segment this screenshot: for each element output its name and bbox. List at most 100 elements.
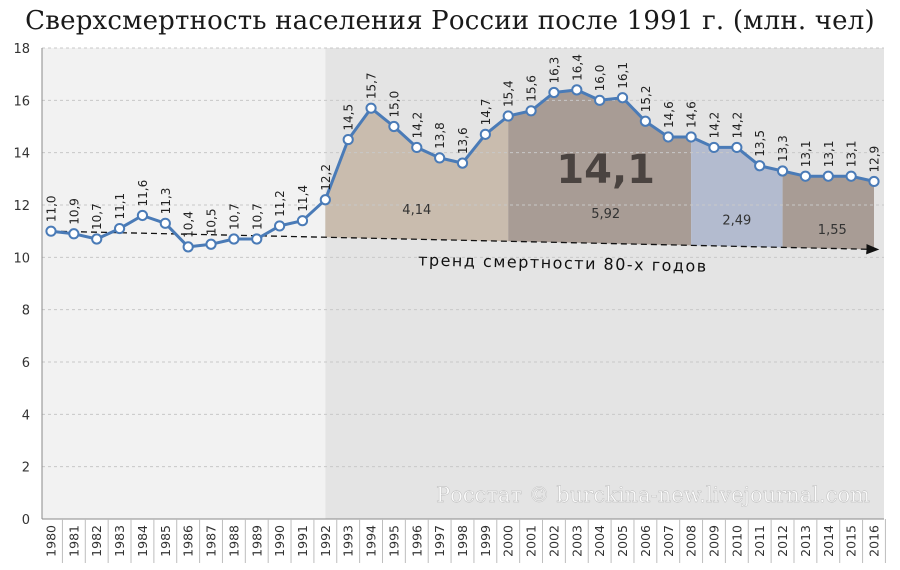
- x-tick-label: 1983: [112, 525, 127, 557]
- grid-lines: [42, 47, 884, 468]
- data-label-2012: 13,3: [776, 135, 790, 162]
- data-point-1986: [182, 241, 194, 253]
- data-label-2002: 16,3: [547, 57, 561, 84]
- data-point-2010: [731, 141, 743, 154]
- data-point-1997: [434, 152, 446, 164]
- data-label-2015: 13,1: [845, 140, 859, 167]
- x-tick-label: 1989: [249, 525, 264, 557]
- excess-area-2012-2016: [782, 171, 874, 250]
- data-label-2006: 15,2: [639, 86, 653, 113]
- x-tick-label: 2004: [592, 525, 607, 557]
- x-tick-label: 2006: [638, 525, 653, 557]
- x-tick-label: 1996: [409, 525, 424, 557]
- data-label-2000: 15,4: [502, 80, 516, 107]
- data-point-1980: [45, 225, 57, 237]
- data-label-1983: 11,1: [113, 193, 127, 220]
- x-tick-label: 1987: [204, 525, 219, 557]
- excess-areas: [325, 89, 874, 250]
- data-label-2009: 14,2: [707, 112, 721, 139]
- data-point-2013: [799, 170, 812, 182]
- data-label-1984: 11,6: [136, 180, 150, 207]
- y-tick-label: 0: [22, 513, 30, 528]
- excess-area-2000-2008: [508, 89, 692, 246]
- x-tick-label: 1998: [455, 525, 470, 557]
- data-label-1980: 11,0: [45, 195, 59, 222]
- data-point-2008: [685, 131, 697, 143]
- x-tick-label: 2010: [729, 525, 744, 557]
- area-label-1992-2000: 4,14: [402, 203, 431, 218]
- data-label-2003: 16,4: [570, 54, 584, 81]
- data-label-1998: 13,6: [456, 127, 470, 154]
- data-point-1982: [91, 233, 103, 245]
- x-tick-label: 2003: [569, 525, 584, 557]
- x-tick-label: 2012: [775, 525, 790, 557]
- x-tick-label: 2014: [821, 525, 836, 557]
- data-point-2003: [571, 84, 583, 96]
- data-point-2000: [502, 110, 514, 122]
- data-point-1994: [365, 102, 377, 114]
- x-tick-label: 1994: [364, 525, 379, 557]
- data-point-1984: [136, 209, 149, 222]
- data-label-1996: 14,2: [410, 112, 424, 139]
- data-point-2006: [639, 115, 651, 127]
- data-label-1981: 10,9: [67, 198, 81, 225]
- data-label-2001: 15,6: [525, 75, 539, 102]
- x-tick-label: 2015: [844, 525, 859, 557]
- data-point-2014: [822, 170, 834, 182]
- y-tick-label: 14: [13, 147, 30, 162]
- total-excess-label: 14,1: [556, 147, 655, 193]
- data-label-2010: 14,2: [730, 112, 744, 139]
- x-tick-label: 1984: [135, 525, 150, 557]
- data-label-1987: 10,5: [205, 209, 219, 236]
- x-tick-label: 2007: [661, 525, 676, 557]
- data-label-2011: 13,5: [753, 130, 767, 157]
- x-tick-label: 2008: [684, 525, 699, 557]
- x-tick-label: 1988: [226, 525, 241, 557]
- data-label-1988: 10,7: [227, 203, 241, 230]
- x-tick-label: 2000: [501, 525, 516, 557]
- data-point-2012: [776, 165, 789, 177]
- data-label-1999: 14,7: [479, 99, 493, 126]
- area-label-2012-2016: 1,55: [818, 223, 847, 238]
- data-point-1996: [411, 141, 423, 154]
- data-point-2009: [708, 141, 720, 154]
- data-label-1990: 11,2: [273, 190, 287, 217]
- y-tick-label: 16: [13, 94, 30, 109]
- x-tick-label: 1993: [341, 525, 356, 557]
- excess-area-2008-2012: [691, 137, 783, 248]
- y-tick-label: 8: [22, 304, 30, 319]
- x-tick-label: 1992: [318, 525, 333, 557]
- x-tick-label: 1986: [181, 525, 196, 557]
- data-point-2002: [548, 86, 560, 99]
- data-label-1995: 15,0: [387, 91, 401, 118]
- data-label-1985: 11,3: [159, 188, 173, 215]
- data-point-1981: [68, 228, 80, 240]
- data-label-1991: 11,4: [296, 185, 310, 212]
- x-tick-label: 1990: [272, 525, 287, 557]
- data-point-2011: [754, 160, 766, 172]
- trend-line-path: [50, 230, 880, 255]
- data-label-2013: 13,1: [799, 140, 813, 167]
- data-label-1986: 10,4: [182, 211, 196, 238]
- data-point-1998: [456, 157, 469, 169]
- y-tick-label: 4: [22, 408, 30, 423]
- data-point-2001: [525, 105, 537, 117]
- y-tick-label: 18: [13, 42, 30, 57]
- x-tick-label: 1997: [432, 525, 447, 557]
- area-label-2000-2008: 5,92: [591, 207, 620, 222]
- data-label-1997: 13,8: [433, 122, 447, 149]
- data-label-1994: 15,7: [365, 72, 379, 99]
- y-tick-label: 6: [22, 356, 30, 371]
- data-label-2008: 14,6: [685, 101, 699, 128]
- excess-area-1992-2000: [325, 108, 509, 242]
- x-tick-label: 1985: [158, 525, 173, 557]
- y-tick-label: 10: [13, 251, 30, 266]
- data-point-2015: [845, 170, 857, 182]
- x-tick-label: 2002: [546, 525, 561, 557]
- x-tick-label: 2009: [706, 525, 721, 557]
- x-tick-label: 2001: [524, 525, 539, 557]
- data-point-1991: [296, 215, 309, 227]
- x-tick-label: 2016: [867, 525, 882, 557]
- x-tick-label: 1981: [66, 525, 81, 557]
